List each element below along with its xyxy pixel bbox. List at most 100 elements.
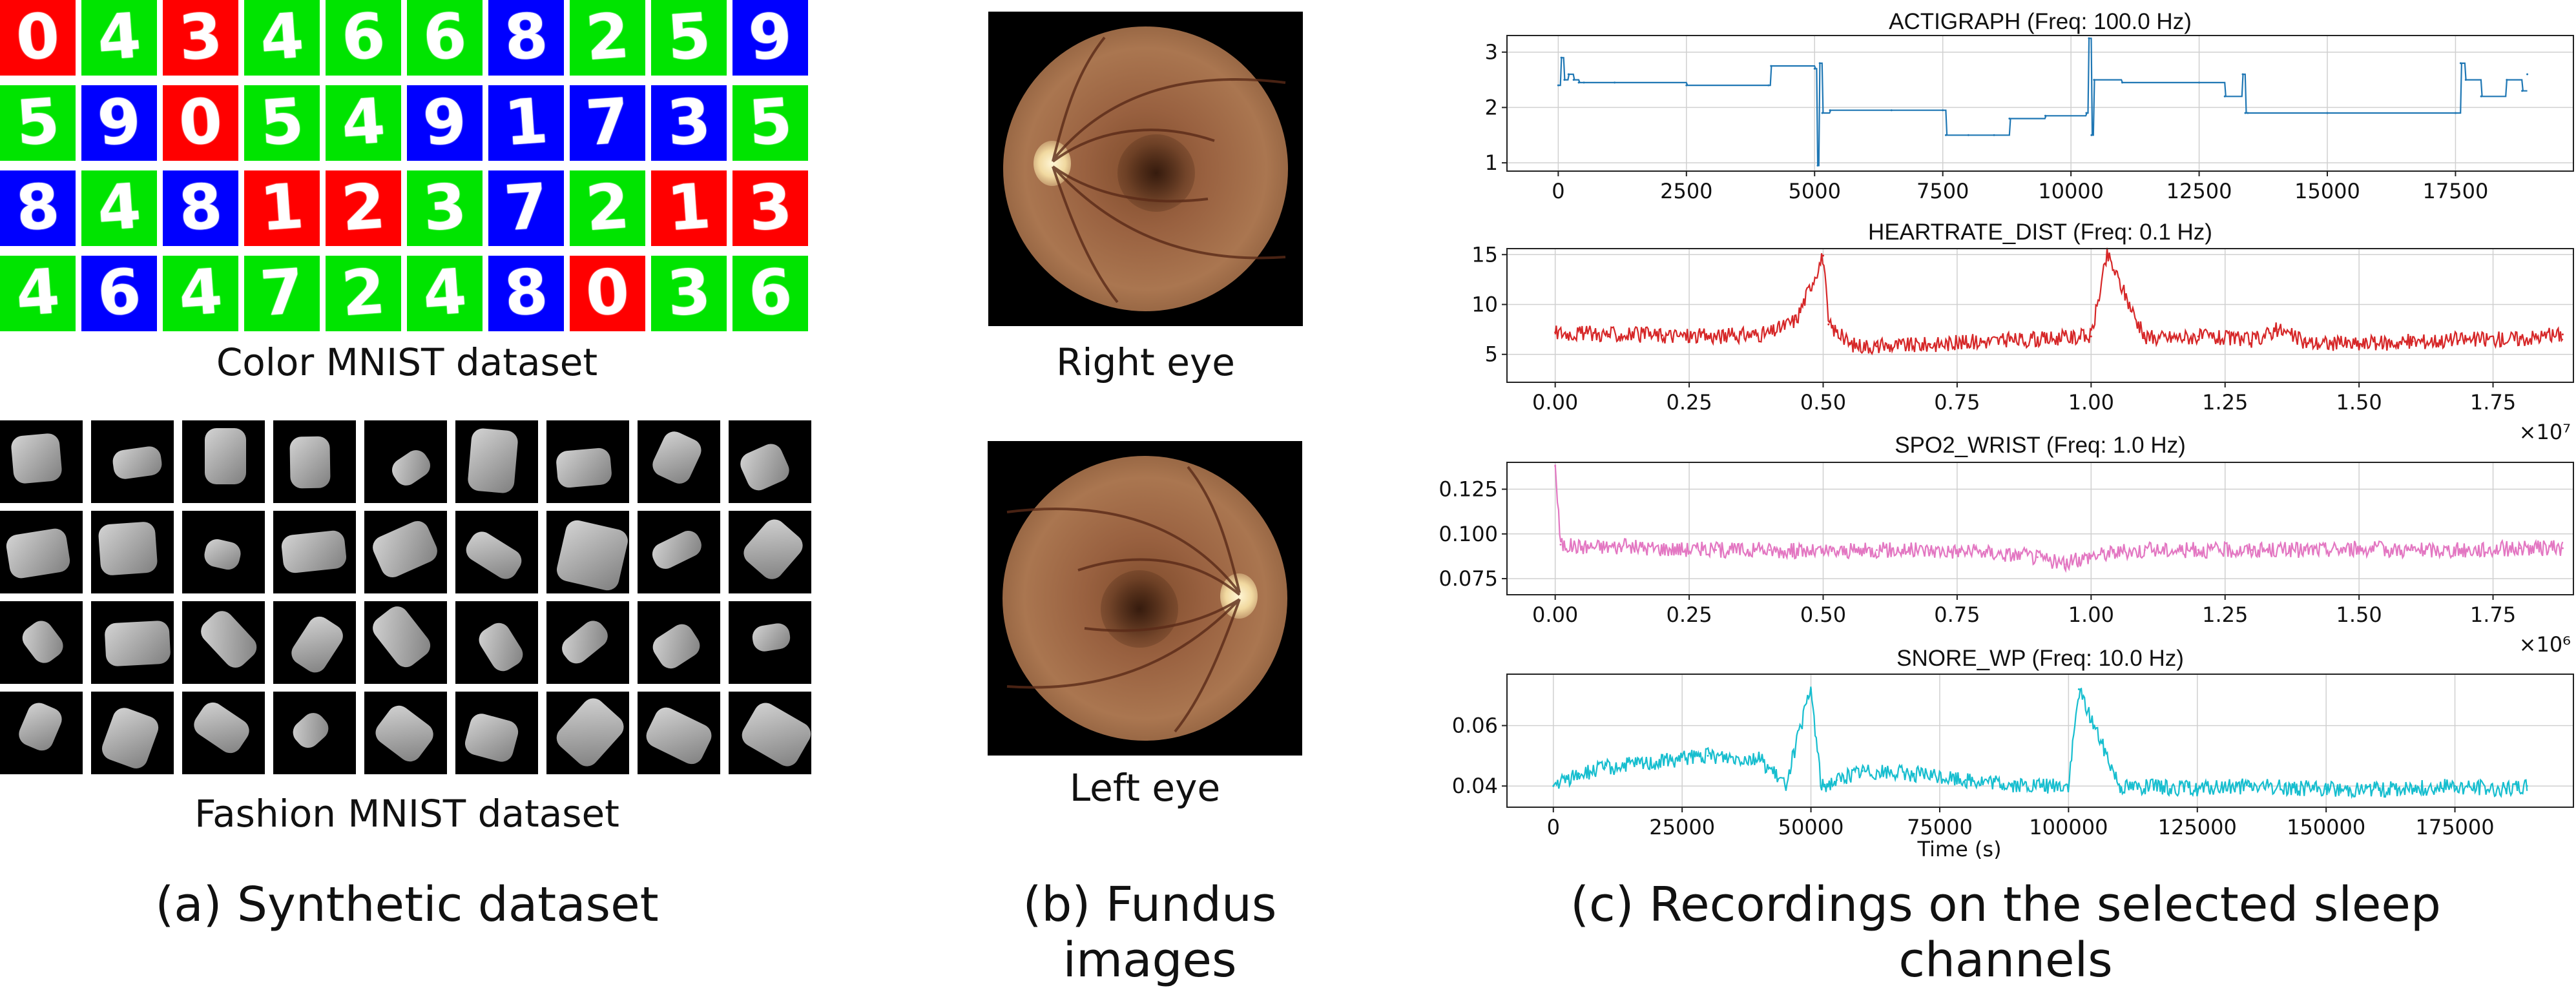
x-tick-label: 17500 xyxy=(2423,179,2489,203)
data-point xyxy=(1944,134,1947,136)
mnist-digit-tile: 4 xyxy=(326,85,401,161)
data-point xyxy=(2247,112,2249,114)
mnist-digit-tile: 5 xyxy=(732,85,808,161)
data-point xyxy=(1578,773,1581,775)
chart-title: SPO2_WRIST (Freq: 1.0 Hz) xyxy=(1895,433,2186,458)
data-point xyxy=(1758,757,1761,760)
data-point xyxy=(2278,328,2280,331)
fashion-item-tile xyxy=(91,420,174,503)
data-point xyxy=(2459,62,2462,65)
mnist-digit-tile: 1 xyxy=(244,170,320,246)
data-point xyxy=(2465,338,2467,341)
y-tick-label: 15 xyxy=(1471,242,1498,267)
fashion-item-tile xyxy=(91,601,174,684)
right-eye-caption: Right eye xyxy=(1056,340,1235,384)
fashion-item-tile xyxy=(638,601,720,684)
data-point xyxy=(2250,549,2253,551)
data-point xyxy=(2085,112,2088,114)
data-point xyxy=(1572,79,1575,81)
fashion-item-tile xyxy=(182,601,265,684)
x-tick-label: 0.00 xyxy=(1532,602,1578,627)
data-point xyxy=(2304,549,2307,551)
x-tick-label: 15000 xyxy=(2294,179,2360,203)
data-point xyxy=(2506,79,2508,81)
y-tick-label: 10 xyxy=(1471,293,1498,317)
data-point xyxy=(2304,341,2307,344)
data-point xyxy=(2358,547,2360,550)
fashion-item-tile xyxy=(364,601,447,684)
mnist-digit-tile: 5 xyxy=(0,85,76,161)
x-tick-label: 12500 xyxy=(2166,179,2232,203)
fashion-item-tile xyxy=(0,692,83,774)
mnist-digit-tile: 3 xyxy=(651,85,727,161)
data-point xyxy=(1563,79,1566,81)
fashion-item-tile xyxy=(729,601,811,684)
left-eye-fundus-image xyxy=(988,441,1302,756)
data-point xyxy=(2526,73,2529,76)
chart-title: HEARTRATE_DIST (Freq: 0.1 Hz) xyxy=(1868,220,2212,245)
data-point xyxy=(2197,549,2199,551)
mnist-digit-tile: 3 xyxy=(651,256,727,331)
data-point xyxy=(2454,112,2457,114)
data-point xyxy=(2197,335,2199,338)
fashion-item-tile xyxy=(638,692,720,774)
x-tick-label: 100000 xyxy=(2029,815,2108,839)
mnist-digit-tile: 0 xyxy=(570,256,645,331)
data-point xyxy=(2505,788,2508,790)
x-tick-label: 5000 xyxy=(1789,179,1841,203)
fashion-item-tile xyxy=(364,420,447,503)
fashion-item-tile xyxy=(91,511,174,593)
x-tick-label: 0.75 xyxy=(1934,602,1980,627)
fashion-item-tile xyxy=(455,692,538,774)
data-point xyxy=(1661,334,1664,336)
data-point xyxy=(1554,331,1557,334)
x-tick-label: 0.50 xyxy=(1800,390,1846,415)
chart-title: ACTIGRAPH (Freq: 100.0 Hz) xyxy=(1889,9,2192,34)
data-point xyxy=(1964,779,1967,781)
series-line xyxy=(1554,464,2564,573)
fashion-item-tile xyxy=(638,511,720,593)
data-point xyxy=(2402,788,2405,790)
x-tick-label: 0.25 xyxy=(1666,602,1712,627)
data-point xyxy=(1559,543,1562,546)
data-point xyxy=(2036,338,2039,341)
data-point xyxy=(2465,549,2467,551)
data-point xyxy=(1982,340,1985,343)
mnist-digit-tile: 2 xyxy=(326,256,401,331)
fashion-item-tile xyxy=(546,601,629,684)
y-tick-label: 3 xyxy=(1485,40,1498,65)
y-tick-label: 0.075 xyxy=(1439,566,1498,591)
data-point xyxy=(1552,785,1555,787)
panel-a-label: (a) Synthetic dataset xyxy=(155,877,659,932)
data-point xyxy=(1581,545,1583,548)
fashion-item-tile xyxy=(455,601,538,684)
mnist-digit-tile: 6 xyxy=(732,256,808,331)
data-point xyxy=(2244,112,2247,114)
data-point xyxy=(1820,785,1823,787)
fashion-item-tile xyxy=(546,692,629,774)
data-point xyxy=(2117,551,2119,553)
data-point xyxy=(2521,90,2524,92)
fashion-item-tile xyxy=(455,420,538,503)
data-point xyxy=(1861,770,1864,772)
x-tick-label: 50000 xyxy=(1778,815,1844,839)
data-point xyxy=(2358,343,2360,345)
data-point xyxy=(1816,164,1819,167)
x-tick-label: 1.50 xyxy=(2336,390,2382,415)
x-tick-label: 0.75 xyxy=(1934,390,1980,415)
mnist-digit-tile: 7 xyxy=(244,256,320,331)
mnist-digit-tile: 0 xyxy=(163,85,238,161)
mnist-digit-tile: 7 xyxy=(570,85,645,161)
data-point xyxy=(2223,95,2226,98)
data-point xyxy=(2093,79,2095,81)
data-point xyxy=(1822,551,1824,553)
fashion-item-tile xyxy=(0,601,83,684)
color-mnist-caption: Color MNIST dataset xyxy=(216,340,598,384)
data-point xyxy=(2250,339,2253,342)
x-tick-label: 1.25 xyxy=(2202,602,2248,627)
data-point xyxy=(2326,112,2329,114)
